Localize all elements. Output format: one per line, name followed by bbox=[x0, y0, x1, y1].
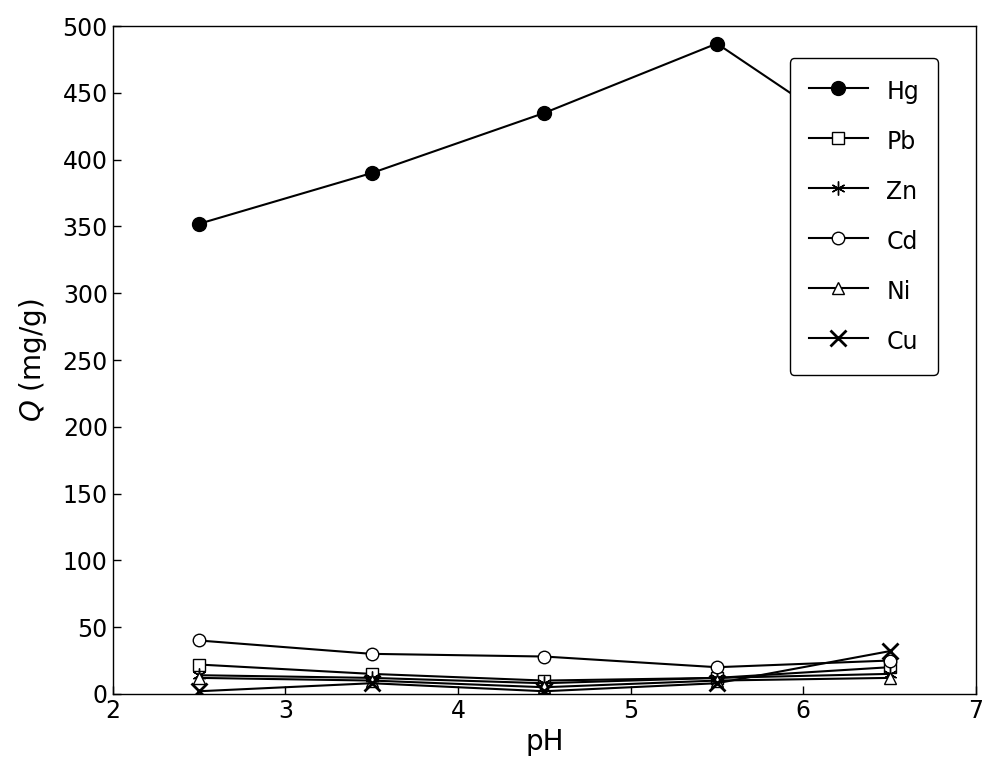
Cu bbox=[538, 686, 550, 696]
Line: Ni: Ni bbox=[193, 672, 896, 693]
Cu bbox=[366, 679, 378, 688]
Cd bbox=[711, 662, 723, 672]
Zn bbox=[193, 671, 205, 680]
Line: Pb: Pb bbox=[193, 659, 895, 686]
Ni bbox=[193, 673, 205, 683]
Y-axis label: $Q$ (mg/g): $Q$ (mg/g) bbox=[17, 298, 49, 422]
Line: Cu: Cu bbox=[191, 644, 897, 699]
Hg bbox=[193, 220, 205, 229]
Zn bbox=[884, 669, 896, 679]
Zn bbox=[366, 673, 378, 683]
Zn bbox=[711, 673, 723, 683]
Hg bbox=[884, 155, 896, 165]
Pb bbox=[538, 676, 550, 685]
Pb bbox=[711, 673, 723, 683]
Cu bbox=[193, 686, 205, 696]
Pb bbox=[884, 662, 896, 672]
Cu bbox=[711, 679, 723, 688]
Hg bbox=[538, 108, 550, 117]
Hg bbox=[366, 169, 378, 178]
Cd bbox=[884, 656, 896, 666]
Pb bbox=[193, 660, 205, 669]
Cd bbox=[366, 649, 378, 659]
Pb bbox=[366, 669, 378, 679]
Cd bbox=[538, 652, 550, 661]
Line: Hg: Hg bbox=[192, 36, 896, 231]
Ni bbox=[538, 683, 550, 692]
Ni bbox=[711, 676, 723, 685]
Ni bbox=[366, 676, 378, 685]
Cu bbox=[884, 646, 896, 656]
Line: Cd: Cd bbox=[193, 635, 896, 673]
Hg bbox=[711, 39, 723, 48]
Legend: Hg, Pb, Zn, Cd, Ni, Cu: Hg, Pb, Zn, Cd, Ni, Cu bbox=[790, 58, 938, 375]
X-axis label: pH: pH bbox=[525, 728, 564, 756]
Line: Zn: Zn bbox=[192, 667, 896, 690]
Zn bbox=[538, 679, 550, 688]
Ni bbox=[884, 673, 896, 683]
Cd bbox=[193, 636, 205, 645]
